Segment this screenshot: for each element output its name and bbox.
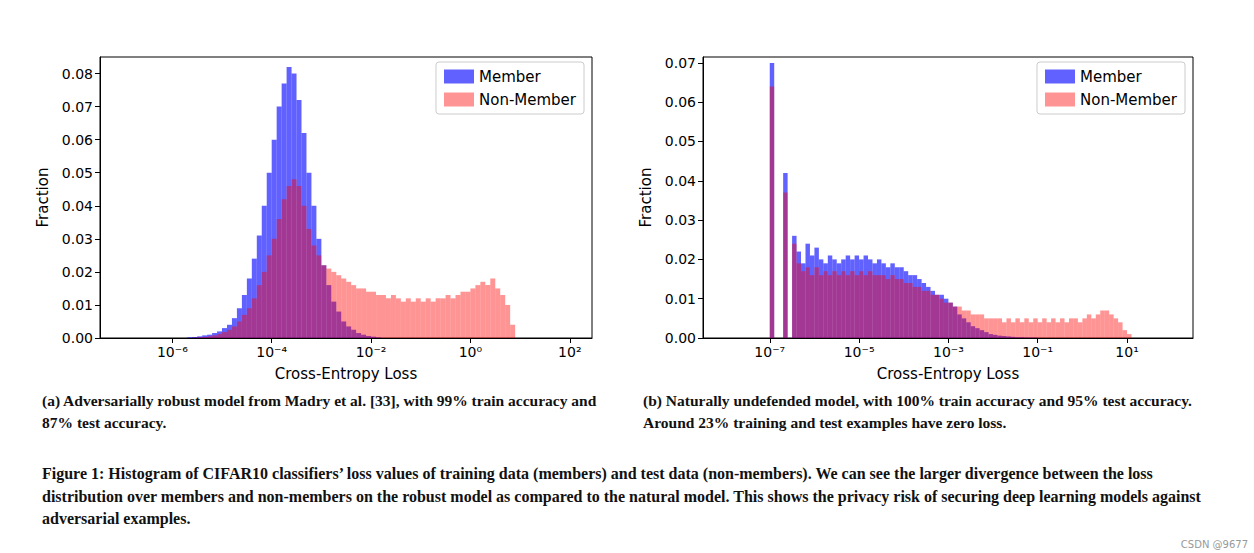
svg-text:10⁻⁵: 10⁻⁵ [844,344,875,360]
svg-text:0.06: 0.06 [665,94,696,110]
svg-text:Fraction: Fraction [34,168,52,228]
svg-text:Member: Member [1080,68,1143,86]
svg-text:Non-Member: Non-Member [1080,91,1178,109]
svg-text:0.05: 0.05 [665,133,696,149]
html-text:(b) Naturally undefended model: (b) Naturally undefended model, with 100… [643,392,1192,431]
svg-text:10⁻¹: 10⁻¹ [1022,344,1053,360]
svg-text:10⁻⁷: 10⁻⁷ [754,344,785,360]
svg-text:10¹: 10¹ [1115,344,1138,360]
svg-text:Member: Member [479,68,542,86]
svg-text:0.00: 0.00 [665,330,696,346]
svg-text:Non-Member: Non-Member [479,91,577,109]
svg-text:10²: 10² [558,344,581,360]
svg-text:0.04: 0.04 [665,173,696,189]
svg-text:0.02: 0.02 [62,264,93,280]
svg-text:10⁻⁶: 10⁻⁶ [157,344,188,360]
svg-text:0.00: 0.00 [62,330,93,346]
html-text:CSDN @9677: CSDN @9677 [1180,539,1248,550]
svg-text:10⁻³: 10⁻³ [933,344,964,360]
html-text:(a) Adversarially robust model: (a) Adversarially robust model from Madr… [42,392,597,431]
svg-text:0.06: 0.06 [62,132,93,148]
html-text:Figure 1: Histogram of CIFAR10: Figure 1: Histogram of CIFAR10 classifie… [42,465,1201,527]
svg-text:0.07: 0.07 [62,99,93,115]
svg-text:0.02: 0.02 [665,251,696,267]
svg-text:0.04: 0.04 [62,198,93,214]
svg-text:0.03: 0.03 [665,212,696,228]
svg-text:0.08: 0.08 [62,66,93,82]
svg-text:0.01: 0.01 [665,291,696,307]
svg-text:0.03: 0.03 [62,231,93,247]
svg-text:Fraction: Fraction [637,168,655,228]
svg-text:Cross-Entropy Loss: Cross-Entropy Loss [275,365,418,383]
svg-text:10⁰: 10⁰ [459,344,483,360]
svg-text:Cross-Entropy Loss: Cross-Entropy Loss [877,365,1020,383]
svg-text:0.05: 0.05 [62,165,93,181]
svg-text:10⁻⁴: 10⁻⁴ [256,344,287,360]
svg-text:0.01: 0.01 [62,297,93,313]
svg-text:10⁻²: 10⁻² [356,344,387,360]
svg-text:0.07: 0.07 [665,55,696,71]
